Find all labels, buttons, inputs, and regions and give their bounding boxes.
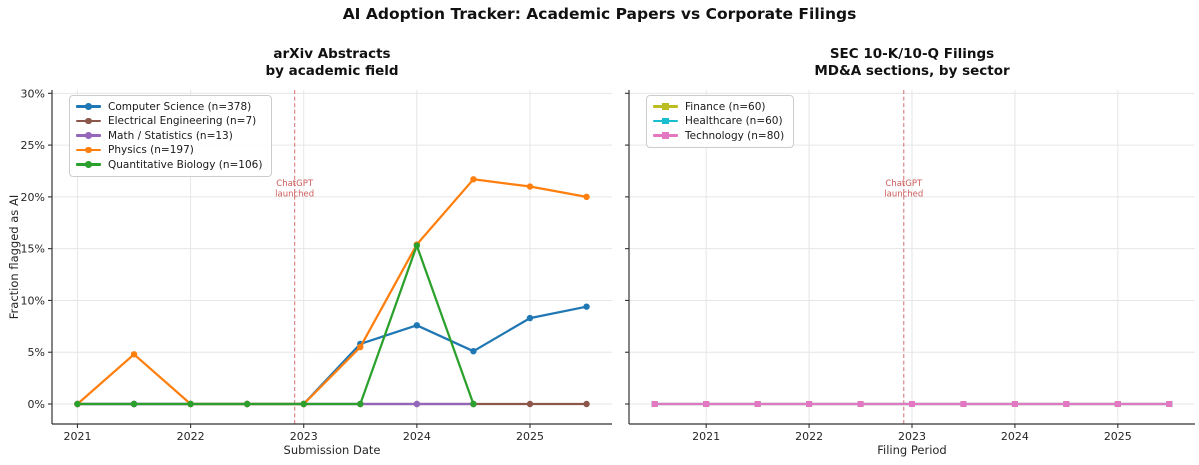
legend-item: Physics (n=197) [76, 144, 262, 158]
x-tick-label: 2022 [795, 430, 823, 443]
legend-swatch-circle-icon [76, 160, 101, 169]
legend-label: Physics (n=197) [108, 144, 194, 157]
data-point [960, 401, 967, 408]
legend-item: Healthcare (n=60) [653, 115, 784, 129]
left-panel-title-line2: by academic field [265, 63, 399, 79]
data-point [1063, 401, 1070, 408]
legend-swatch-circle-icon [76, 131, 101, 140]
data-point [413, 400, 421, 408]
right-panel-title-line1: SEC 10-K/10-Q Filings [829, 46, 995, 62]
data-point [470, 347, 477, 355]
legend-swatch-circle-icon [76, 102, 101, 111]
legend-label: Math / Statistics (n=13) [108, 129, 233, 142]
legend-swatch-square-icon [653, 131, 678, 140]
y-tick-label: 0% [28, 398, 45, 411]
right-panel-title-line2: MD&A sections, by sector [814, 63, 1010, 79]
data-point [526, 400, 534, 408]
x-tick-label: 2025 [1104, 430, 1132, 443]
legend-sec: Finance (n=60) Healthcare (n=60) Technolog… [646, 95, 795, 148]
legend-label: Finance (n=60) [685, 100, 766, 113]
data-point [470, 176, 477, 183]
y-tick-label: 15% [21, 243, 45, 256]
x-tick-label: 2024 [1001, 430, 1029, 443]
left-x-axis-label: Submission Date [283, 443, 381, 457]
chatgpt-launch-annotation: ChatGPT launched [275, 179, 314, 200]
y-tick-label: 10% [21, 294, 45, 307]
figure-title: AI Adoption Tracker: Academic Papers vs … [342, 5, 857, 23]
data-point [413, 242, 421, 249]
legend-swatch-square-icon [653, 102, 678, 111]
y-tick-label: 25% [21, 139, 45, 152]
chatgpt-launch-annotation: ChatGPT launched [884, 179, 923, 200]
legend-swatch-circle-icon [76, 117, 101, 126]
data-point [74, 400, 81, 408]
legend-label: Electrical Engineering (n=7) [108, 115, 257, 128]
legend-label: Quantitative Biology (n=106) [108, 158, 263, 171]
data-point [526, 314, 534, 322]
series-line-computer [76, 305, 588, 406]
left-panel-title: arXiv Abstracts by academic field [52, 46, 612, 80]
data-point [1011, 401, 1018, 408]
data-point [1114, 401, 1121, 408]
data-point [130, 400, 138, 408]
right-x-axis-label: Filing Period [877, 443, 947, 457]
y-tick-label: 30% [21, 87, 45, 100]
x-tick-label: 2023 [898, 430, 926, 443]
data-point [806, 401, 813, 408]
legend-label: Computer Science (n=378) [108, 100, 252, 113]
x-tick-label: 2023 [290, 430, 318, 443]
data-point [300, 400, 307, 408]
right-panel-title: SEC 10-K/10-Q Filings MD&A sections, by … [629, 46, 1195, 80]
data-point [413, 322, 421, 329]
data-point [130, 351, 138, 358]
x-tick-label: 2024 [403, 430, 431, 443]
legend-label: Technology (n=80) [685, 129, 785, 142]
data-point [703, 401, 710, 408]
data-point [583, 303, 590, 310]
data-point [909, 401, 915, 408]
data-point [187, 400, 194, 408]
legend-item: Quantitative Biology (n=106) [76, 158, 262, 172]
panel-sec: ChatGPT launched 2021 2022 2023 2024 2025 [625, 90, 1195, 443]
series-line-quantitative [76, 244, 475, 406]
x-tick-label: 2025 [516, 430, 544, 443]
legend-item: Finance (n=60) [653, 100, 784, 114]
y-tick-label: 20% [21, 191, 45, 204]
data-point [357, 343, 364, 351]
legend-item: Technology (n=80) [653, 129, 784, 143]
legend-swatch-circle-icon [76, 146, 101, 155]
y-tick-label: 5% [28, 346, 45, 359]
data-point [526, 183, 534, 190]
data-point [1166, 401, 1173, 408]
data-point [357, 400, 364, 408]
data-point [651, 401, 658, 408]
y-axis-label: Fraction flagged as AI [7, 194, 21, 320]
legend-label: Healthcare (n=60) [685, 115, 783, 128]
x-tick-label: 2021 [63, 430, 91, 443]
legend-arxiv: Computer Science (n=378) Electrical Engin… [69, 95, 273, 177]
legend-item: Electrical Engineering (n=7) [76, 115, 262, 129]
data-point [857, 401, 864, 408]
legend-item: Computer Science (n=378) [76, 100, 262, 114]
data-point [754, 401, 761, 408]
series-line-physics [76, 178, 588, 406]
x-tick-label: 2022 [177, 430, 205, 443]
x-tick-label: 2021 [692, 430, 720, 443]
legend-swatch-square-icon [653, 117, 678, 126]
data-point [583, 193, 590, 201]
data-point [583, 400, 590, 408]
data-point [243, 400, 251, 408]
left-panel-title-line1: arXiv Abstracts [273, 46, 391, 62]
data-point [470, 400, 477, 408]
legend-item: Math / Statistics (n=13) [76, 129, 262, 143]
